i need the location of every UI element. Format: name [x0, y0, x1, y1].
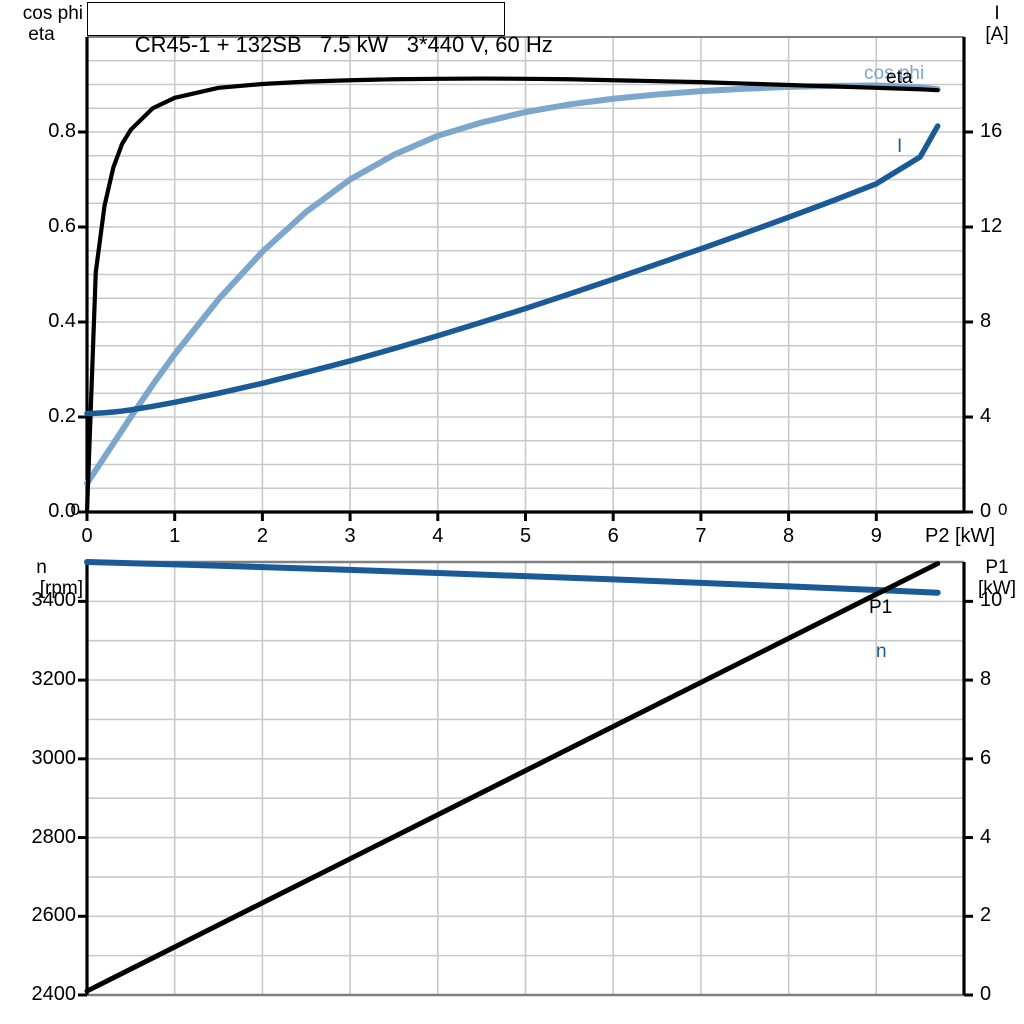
top-right-axis-title-line2: [A]	[985, 24, 1009, 45]
eta-label: eta	[886, 67, 913, 88]
bottom-left-axis-title-line2: [rpm]	[39, 578, 83, 599]
chart-title-text: CR45-1 + 132SB 7.5 kW 3*440 V, 60 Hz	[134, 32, 553, 57]
top-right-axis-title: I [A]	[970, 3, 1024, 45]
chart-title-box: CR45-1 + 132SB 7.5 kW 3*440 V, 60 Hz	[87, 2, 553, 57]
top-chart-plot	[78, 36, 973, 521]
bottom-chart-plot	[78, 559, 973, 997]
cos-phi-label: cos phi	[864, 63, 925, 84]
top-chart-panel: cos phi eta I [A] CR45-1 + 132SB 7.5 kW …	[0, 2, 1024, 546]
p1-label: P1	[869, 597, 893, 618]
top-right-axis-title-line1: I	[994, 3, 1000, 24]
bottom-chart-panel: n [rpm] P1 [kW] P1 n 2400 2600 2800 3000 320…	[0, 545, 1024, 1024]
bottom-right-axis-title-line1: P1	[985, 557, 1009, 578]
top-left-axis-title-line2: eta	[28, 24, 55, 45]
top-left-axis-title: cos phi eta	[0, 3, 83, 45]
bottom-right-axis-title-line2: [kW]	[978, 578, 1016, 599]
current-label: I	[897, 136, 903, 157]
bottom-left-axis-title-line1: n	[36, 557, 47, 578]
speed-label: n	[876, 641, 887, 662]
top-left-axis-title-line1: cos phi	[22, 3, 83, 24]
bottom-left-axis-title: n [rpm]	[0, 557, 83, 599]
bottom-right-axis-title: P1 [kW]	[970, 557, 1024, 599]
